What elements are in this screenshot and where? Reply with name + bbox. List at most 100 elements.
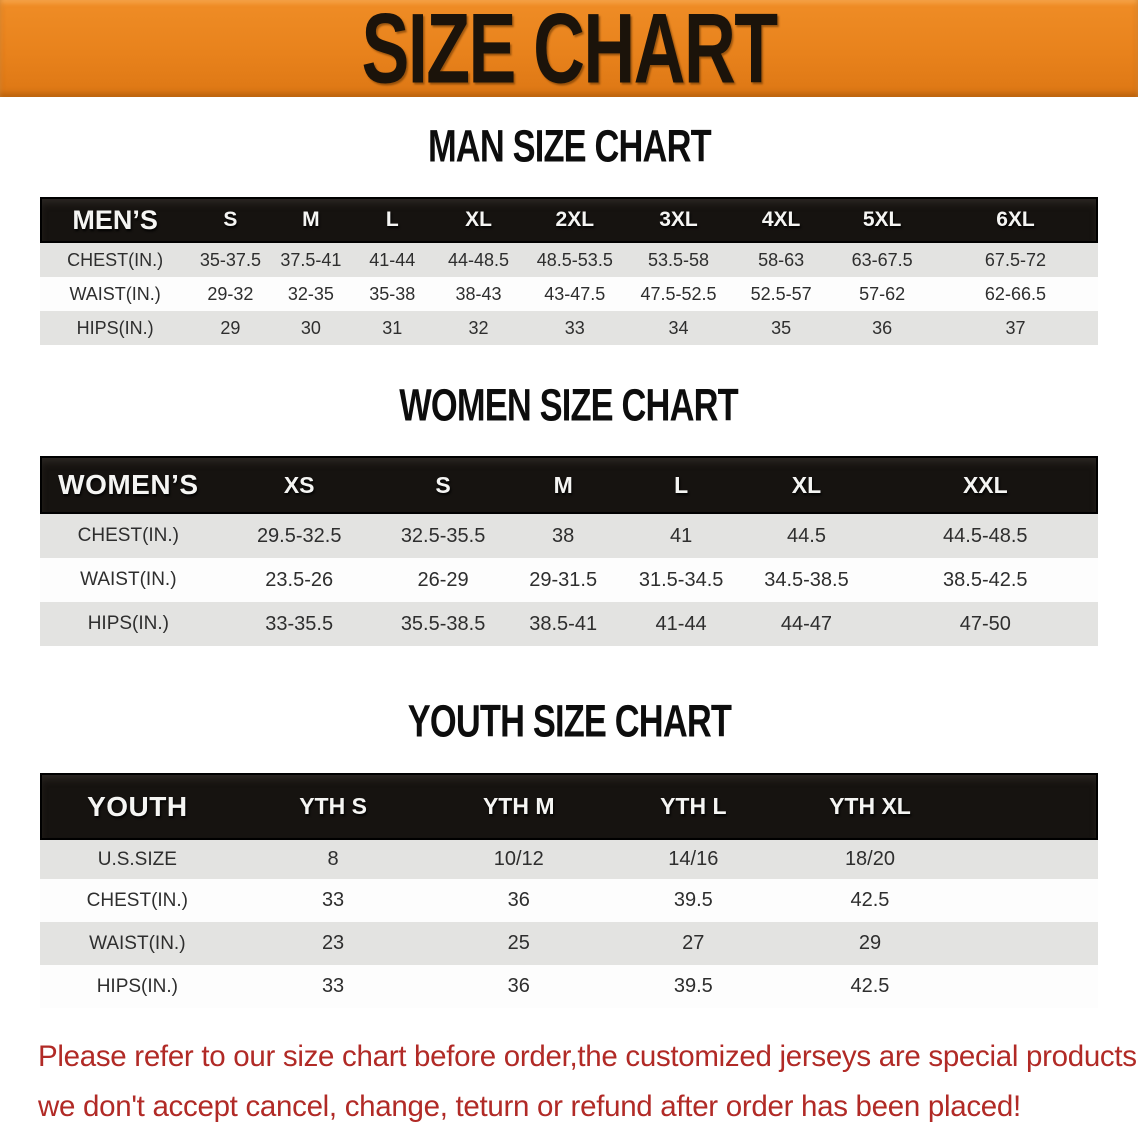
table-cell: 53.5-58 — [647, 249, 709, 270]
table-cell-filler — [959, 879, 1098, 922]
disclaimer-note: Please refer to our size chart before or… — [38, 1032, 1138, 1132]
men-waist-row: WAIST(IN.) 29-32 32-35 35-38 38-43 43-47… — [40, 277, 1098, 311]
table-cell: 34 — [668, 317, 689, 338]
row-label: CHEST(IN.) — [77, 525, 179, 546]
women-header-row: WOMEN’S XS S M L XL XXL — [40, 456, 1098, 514]
table-cell: 38.5-42.5 — [943, 568, 1028, 591]
table-cell: 52.5-57 — [750, 283, 812, 304]
table-cell: 48.5-53.5 — [536, 249, 613, 270]
men-hips-row: HIPS(IN.) 29 30 31 32 33 34 35 36 37 — [40, 311, 1098, 345]
table-cell: 36 — [872, 317, 893, 338]
row-label: WAIST(IN.) — [80, 569, 177, 590]
table-cell: 30 — [300, 317, 321, 338]
table-cell: 42.5 — [850, 889, 890, 911]
table-cell: 8 — [327, 848, 339, 870]
youth-waist-row: WAIST(IN.) 23 25 27 29 — [40, 922, 1098, 965]
table-cell: 31.5-34.5 — [638, 568, 724, 591]
men-col-3xl: 3XL — [659, 208, 698, 231]
youth-col-l: YTH L — [660, 793, 727, 819]
women-size-table-wrap: WOMEN’S XS S M L XL XXL CHEST(IN.) 29.5-… — [40, 456, 1098, 646]
table-cell: 43-47.5 — [544, 283, 606, 304]
table-cell: 29-31.5 — [529, 568, 598, 591]
women-col-m: M — [553, 471, 573, 498]
table-cell: 63-67.5 — [851, 249, 913, 270]
women-col-xs: XS — [283, 471, 315, 498]
table-cell: 32-35 — [287, 283, 334, 304]
table-cell: 44-48.5 — [447, 249, 510, 270]
women-waist-row: WAIST(IN.) 23.5-26 26-29 29-31.5 31.5-34… — [40, 558, 1098, 602]
youth-section-heading: YOUTH SIZE CHART — [0, 695, 1138, 747]
table-cell: 29 — [220, 317, 241, 338]
table-cell: 14/16 — [668, 848, 719, 870]
row-label: WAIST(IN.) — [89, 932, 186, 954]
table-cell: 67.5-72 — [984, 249, 1046, 270]
table-cell-filler — [959, 965, 1098, 1008]
table-cell: 62-66.5 — [984, 283, 1046, 304]
youth-size-table: YOUTH YTH S YTH M YTH L YTH XL U.S.SIZE … — [40, 773, 1098, 1008]
table-cell: 29 — [858, 932, 882, 954]
women-size-table: WOMEN’S XS S M L XL XXL CHEST(IN.) 29.5-… — [40, 456, 1098, 646]
women-col-s: S — [435, 471, 451, 498]
row-label: HIPS(IN.) — [96, 975, 178, 997]
table-cell: 35-38 — [369, 283, 416, 304]
table-cell: 26-29 — [417, 568, 469, 591]
women-col-xl: XL — [791, 471, 822, 498]
table-cell: 23 — [321, 932, 345, 954]
row-label: HIPS(IN.) — [76, 317, 154, 338]
table-cell: 42.5 — [850, 975, 890, 997]
table-cell: 37.5-41 — [280, 249, 342, 270]
men-header-row: MEN’S S M L XL 2XL 3XL 4XL 5XL 6XL — [40, 197, 1098, 243]
youth-col-filler — [959, 773, 1098, 840]
men-size-table-wrap: MEN’S S M L XL 2XL 3XL 4XL 5XL 6XL CHEST… — [40, 197, 1098, 345]
youth-header-row: YOUTH YTH S YTH M YTH L YTH XL — [40, 773, 1098, 840]
table-cell: 37 — [1005, 317, 1026, 338]
table-cell: 47.5-52.5 — [640, 283, 717, 304]
table-cell: 41-44 — [369, 249, 416, 270]
table-cell: 32 — [468, 317, 489, 338]
table-cell-filler — [959, 922, 1098, 965]
table-cell: 35.5-38.5 — [400, 612, 486, 635]
table-cell: 29.5-32.5 — [256, 524, 342, 547]
men-col-xl: XL — [465, 208, 492, 231]
table-cell: 29-32 — [207, 283, 254, 304]
youth-col-s: YTH S — [299, 793, 367, 819]
youth-ussize-row: U.S.SIZE 8 10/12 14/16 18/20 — [40, 840, 1098, 879]
men-col-s: S — [223, 208, 238, 231]
women-hips-row: HIPS(IN.) 33-35.5 35.5-38.5 38.5-41 41-4… — [40, 602, 1098, 646]
men-section-heading: MAN SIZE CHART — [0, 120, 1138, 172]
disclaimer-line-1: Please refer to our size chart before or… — [38, 1040, 1138, 1073]
table-cell: 47-50 — [959, 612, 1011, 635]
men-section-heading-text: MAN SIZE CHART — [427, 120, 712, 172]
table-cell: 44.5 — [787, 524, 826, 547]
table-cell: 35 — [771, 317, 792, 338]
youth-corner-label: YOUTH — [87, 790, 188, 822]
table-cell: 18/20 — [844, 848, 895, 870]
men-col-2xl: 2XL — [555, 208, 595, 231]
men-col-6xl: 6XL — [996, 208, 1035, 231]
women-col-xxl: XXL — [962, 471, 1008, 498]
women-chest-row: CHEST(IN.) 29.5-32.5 32.5-35.5 38 41 44.… — [40, 514, 1098, 558]
table-cell: 33 — [321, 889, 345, 911]
size-chart-banner: SIZE CHART — [0, 0, 1138, 104]
table-cell: 10/12 — [493, 848, 544, 870]
youth-hips-row: HIPS(IN.) 33 36 39.5 42.5 — [40, 965, 1098, 1008]
men-col-m: M — [302, 208, 320, 231]
youth-section-heading-text: YOUTH SIZE CHART — [407, 695, 731, 747]
table-cell: 33 — [564, 317, 585, 338]
row-label: CHEST(IN.) — [86, 889, 188, 911]
table-cell: 38 — [552, 524, 575, 547]
youth-chest-row: CHEST(IN.) 33 36 39.5 42.5 — [40, 879, 1098, 922]
table-cell: 34.5-38.5 — [764, 568, 849, 591]
row-label: U.S.SIZE — [97, 848, 177, 870]
table-cell: 38-43 — [455, 283, 502, 304]
table-cell: 33-35.5 — [265, 612, 334, 635]
table-cell: 58-63 — [758, 249, 805, 270]
table-cell: 41-44 — [655, 612, 707, 635]
table-cell: 39.5 — [673, 889, 713, 911]
banner-title: SIZE CHART — [361, 0, 779, 104]
youth-size-table-wrap: YOUTH YTH S YTH M YTH L YTH XL U.S.SIZE … — [40, 773, 1098, 1008]
disclaimer-line-2: we don't accept cancel, change, teturn o… — [38, 1090, 1021, 1123]
table-cell-filler — [959, 840, 1098, 879]
table-cell: 35-37.5 — [199, 249, 261, 270]
table-cell: 38.5-41 — [529, 612, 598, 635]
